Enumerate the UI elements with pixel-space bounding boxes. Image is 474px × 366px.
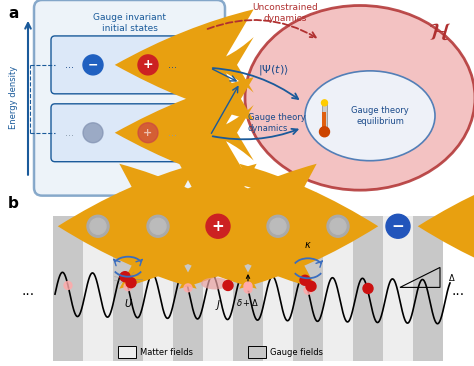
Circle shape	[124, 283, 132, 291]
Text: Gauge invariant
initial states: Gauge invariant initial states	[93, 13, 166, 33]
Bar	[53, 216, 83, 361]
Circle shape	[150, 218, 166, 234]
Circle shape	[244, 282, 252, 290]
Circle shape	[83, 123, 103, 143]
Bar	[413, 216, 443, 361]
Bar	[233, 216, 263, 361]
Text: Gauge theory
dynamics: Gauge theory dynamics	[248, 113, 306, 133]
Circle shape	[206, 214, 230, 238]
Text: J: J	[217, 300, 219, 310]
Text: Energy density: Energy density	[9, 66, 18, 130]
Text: ...: ...	[168, 60, 177, 70]
Text: $\delta+\Delta$: $\delta+\Delta$	[237, 297, 260, 308]
Bar	[203, 216, 233, 361]
FancyBboxPatch shape	[51, 36, 207, 94]
Text: ...: ...	[451, 284, 465, 298]
Circle shape	[138, 123, 158, 143]
Circle shape	[83, 55, 103, 75]
Bar	[248, 346, 266, 358]
Text: U: U	[125, 299, 132, 309]
Text: $\mathcal{H}$: $\mathcal{H}$	[428, 22, 452, 44]
Bar	[143, 216, 173, 361]
Text: ...: ...	[65, 60, 74, 70]
Text: −: −	[88, 59, 98, 71]
Circle shape	[300, 275, 310, 285]
FancyBboxPatch shape	[51, 104, 207, 162]
Text: +: +	[211, 219, 224, 234]
Circle shape	[270, 218, 286, 234]
Text: ...: ...	[21, 284, 35, 298]
Bar	[113, 216, 143, 361]
Text: a: a	[8, 6, 18, 21]
Circle shape	[120, 272, 130, 282]
Circle shape	[147, 215, 169, 237]
Text: +: +	[143, 128, 153, 138]
Bar	[118, 346, 136, 358]
Circle shape	[386, 214, 410, 238]
Text: Gauge fields: Gauge fields	[270, 348, 323, 356]
Text: ...: ...	[65, 128, 74, 138]
Text: $\kappa$: $\kappa$	[304, 240, 312, 250]
Circle shape	[244, 285, 252, 293]
Bar	[263, 216, 293, 361]
Circle shape	[126, 278, 136, 288]
Bar	[293, 216, 323, 361]
Bar	[173, 216, 203, 361]
Text: Gauge theory
equilibrium: Gauge theory equilibrium	[351, 106, 409, 126]
Circle shape	[223, 280, 233, 291]
Text: Matter fields: Matter fields	[140, 348, 193, 356]
Circle shape	[64, 281, 72, 290]
Bar	[383, 216, 413, 361]
Ellipse shape	[201, 277, 229, 290]
Ellipse shape	[305, 71, 435, 161]
Text: $|\Psi(t)\rangle$: $|\Psi(t)\rangle$	[258, 63, 289, 77]
Text: ...: ...	[168, 128, 177, 138]
Bar	[83, 216, 113, 361]
Circle shape	[327, 215, 349, 237]
Circle shape	[90, 218, 106, 234]
Text: +: +	[143, 59, 153, 71]
Circle shape	[306, 281, 316, 291]
Bar	[322, 102, 327, 130]
Text: −: −	[392, 219, 404, 234]
Circle shape	[304, 286, 312, 294]
Bar	[353, 216, 383, 361]
Text: $\Delta$: $\Delta$	[448, 272, 456, 283]
FancyBboxPatch shape	[34, 0, 225, 196]
Circle shape	[184, 284, 192, 292]
Circle shape	[319, 127, 329, 137]
Circle shape	[267, 215, 289, 237]
Ellipse shape	[245, 5, 474, 190]
Circle shape	[321, 100, 328, 106]
Text: b: b	[8, 196, 19, 211]
Bar	[322, 112, 327, 132]
Circle shape	[363, 283, 373, 294]
Text: Unconstrained
dynamics: Unconstrained dynamics	[252, 3, 318, 23]
Circle shape	[87, 215, 109, 237]
Bar	[323, 216, 353, 361]
Circle shape	[138, 55, 158, 75]
Circle shape	[330, 218, 346, 234]
